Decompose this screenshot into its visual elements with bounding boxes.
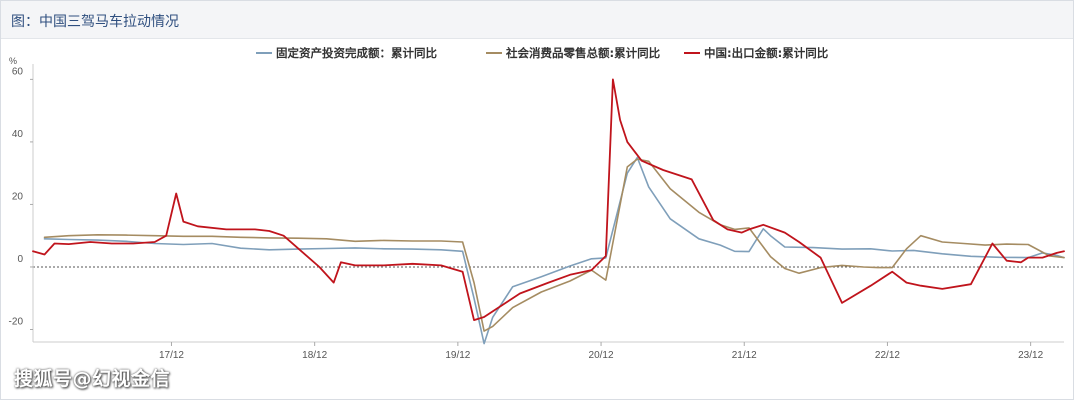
series-line-fai	[43, 156, 1065, 345]
x-tick-label: 21/12	[732, 350, 757, 361]
panel-header: 图：中国三驾马车拉动情况	[1, 1, 1073, 39]
y-tick-label: 20	[12, 191, 24, 202]
legend-label-export: 中国:出口金额:累计同比	[704, 46, 829, 60]
axes: -20 0 20 40 60 17/12 18/12 19/12 20/12 21/12 22/12…	[9, 64, 1064, 361]
series-line-export	[32, 78, 1065, 322]
x-tick-label: 20/12	[589, 350, 614, 361]
series-line-retail	[43, 158, 1065, 332]
x-tick-label: 23/12	[1018, 350, 1043, 361]
x-tick-label: 17/12	[159, 350, 184, 361]
y-tick-label: -20	[9, 316, 24, 327]
x-tick-label: 19/12	[445, 350, 470, 361]
x-tick-label: 18/12	[302, 350, 327, 361]
legend-label-retail: 社会消费品零售总额:累计同比	[505, 46, 661, 60]
y-tick-label: 0	[17, 254, 23, 265]
legend-label-fai: 固定资产投资完成额：累计同比	[276, 46, 437, 60]
y-unit-label: %	[9, 56, 17, 66]
y-tick-label: 60	[12, 66, 24, 77]
legend: 固定资产投资完成额：累计同比 社会消费品零售总额:累计同比 中国:出口金额:累计同比	[256, 46, 829, 60]
watermark: 搜狐号@幻视金信	[14, 368, 171, 390]
series-layer	[32, 78, 1065, 345]
chart-title: 图：中国三驾马车拉动情况	[11, 14, 179, 30]
x-tick-label: 22/12	[875, 350, 900, 361]
y-tick-label: 40	[12, 129, 24, 140]
